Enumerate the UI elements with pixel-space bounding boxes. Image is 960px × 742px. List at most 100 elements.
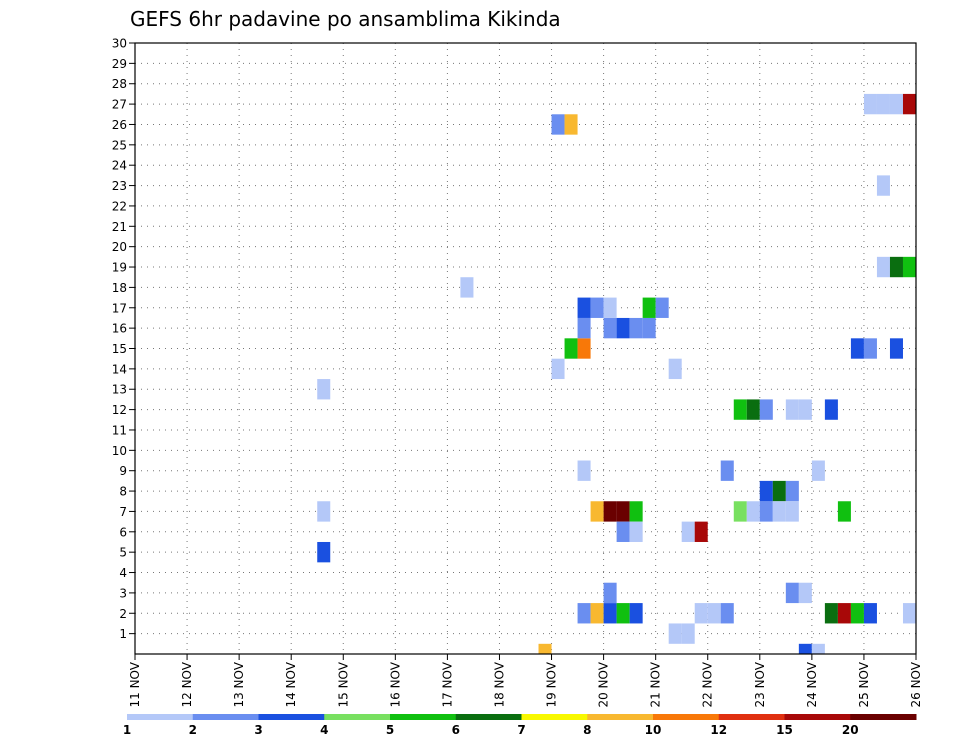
x-tick-label: 16 NOV (388, 661, 402, 707)
y-tick-label: 26 (112, 118, 127, 132)
y-tick-label: 10 (112, 444, 127, 458)
data-cell (577, 603, 591, 624)
y-tick-label: 30 (112, 37, 127, 51)
data-cell (694, 521, 708, 542)
y-axis: 1234567891011121314151617181920212223242… (112, 37, 135, 641)
data-cell (642, 297, 656, 318)
data-cell (629, 317, 643, 339)
colorbar-swatch (784, 714, 851, 720)
data-cell (720, 603, 734, 624)
x-tick-label: 21 NOV (649, 661, 663, 707)
data-cell (317, 541, 331, 563)
x-tick-label: 18 NOV (492, 661, 506, 707)
data-cell (876, 93, 890, 115)
data-cell (811, 643, 825, 654)
y-tick-label: 2 (119, 607, 127, 621)
data-cell (785, 399, 799, 420)
colorbar-swatch (127, 714, 194, 720)
data-cell (577, 297, 591, 318)
data-cell (317, 379, 331, 400)
y-tick-label: 21 (112, 220, 127, 234)
data-cell (863, 93, 877, 115)
colorbar: 1 2 3 4 5 6 7 8 10 12 15 20 (123, 714, 917, 737)
y-tick-label: 6 (119, 525, 127, 539)
data-cell (863, 338, 877, 359)
colorbar-swatch (192, 714, 259, 720)
colorbar-label: 1 (123, 723, 131, 737)
data-cell (902, 93, 916, 115)
data-cell (681, 623, 695, 644)
y-tick-label: 24 (112, 159, 127, 173)
y-tick-label: 3 (119, 586, 127, 600)
data-cell (460, 277, 474, 298)
data-cell (668, 623, 682, 644)
data-cell (889, 338, 903, 359)
data-cell (603, 603, 617, 624)
data-cell (772, 480, 786, 502)
data-cell (694, 603, 708, 624)
y-tick-label: 22 (112, 199, 127, 213)
data-cell (681, 521, 695, 542)
data-cell (668, 358, 682, 380)
colorbar-label: 12 (710, 723, 727, 737)
x-tick-label: 15 NOV (336, 661, 350, 707)
data-cell (798, 643, 812, 654)
data-cell (759, 480, 773, 502)
data-cell (642, 317, 656, 339)
colorbar-swatch (521, 714, 588, 720)
data-cell (577, 460, 591, 481)
data-cell (902, 256, 916, 278)
data-cell (551, 358, 565, 380)
data-cell (577, 317, 591, 339)
data-cell (850, 603, 864, 624)
data-cell (317, 501, 331, 522)
y-tick-label: 15 (112, 342, 127, 356)
data-cell (590, 297, 604, 318)
x-tick-label: 17 NOV (440, 661, 454, 707)
y-tick-label: 5 (119, 546, 127, 560)
x-tick-label: 25 NOV (857, 661, 871, 707)
data-cell (616, 501, 630, 522)
data-cell (720, 460, 734, 481)
data-cell (733, 399, 747, 420)
data-cell (876, 256, 890, 278)
data-cell (629, 501, 643, 522)
colorbar-swatch (258, 714, 325, 720)
data-cell (876, 175, 890, 196)
colorbar-label: 7 (517, 723, 525, 737)
data-cell (603, 501, 617, 522)
colorbar-label: 10 (645, 723, 662, 737)
data-cell (616, 317, 630, 339)
colorbar-swatch (324, 714, 391, 720)
data-cell (863, 603, 877, 624)
y-tick-label: 18 (112, 281, 127, 295)
y-tick-label: 1 (119, 627, 127, 641)
data-cell (590, 603, 604, 624)
y-tick-label: 27 (112, 98, 127, 112)
x-tick-label: 26 NOV (909, 661, 923, 707)
y-tick-label: 29 (112, 57, 127, 71)
data-cell (551, 114, 565, 135)
y-tick-label: 9 (119, 464, 127, 478)
y-tick-label: 17 (112, 301, 127, 315)
data-cell (798, 582, 812, 604)
data-cell (707, 603, 721, 624)
data-cell (655, 297, 669, 318)
y-tick-label: 8 (119, 485, 127, 499)
colorbar-swatch (653, 714, 720, 720)
data-cell (616, 603, 630, 624)
grid (135, 43, 916, 654)
x-tick-label: 22 NOV (701, 661, 715, 707)
data-cell (850, 338, 864, 359)
colorbar-label: 5 (386, 723, 394, 737)
data-cell (629, 603, 643, 624)
x-tick-label: 13 NOV (232, 661, 246, 707)
colorbar-label: 3 (254, 723, 262, 737)
data-cell (603, 582, 617, 604)
data-cell (889, 93, 903, 115)
data-cell (837, 603, 851, 624)
data-cell (837, 501, 851, 522)
x-tick-label: 24 NOV (805, 661, 819, 707)
data-cell (538, 643, 552, 654)
